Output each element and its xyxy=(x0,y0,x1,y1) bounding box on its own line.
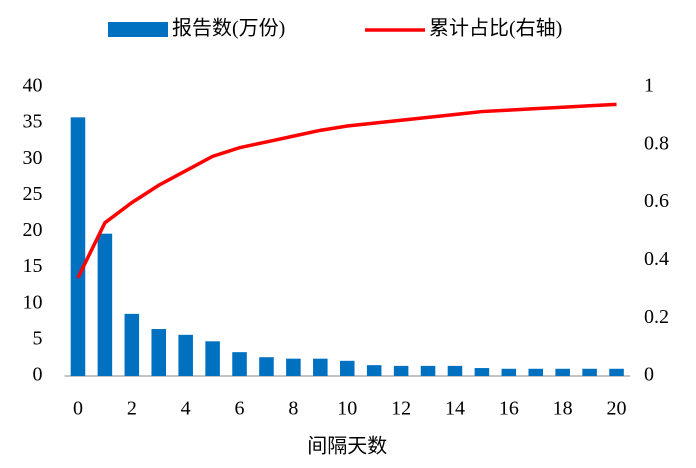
bar xyxy=(232,352,247,376)
bar xyxy=(151,329,167,376)
bar xyxy=(339,360,355,376)
y-tick-label: 40 xyxy=(23,75,43,97)
y-tick-label: 10 xyxy=(23,291,43,313)
line xyxy=(76,102,617,279)
x-tick-label: 4 xyxy=(181,398,191,420)
bar xyxy=(205,341,220,376)
x-tick-label: 14 xyxy=(445,398,465,420)
bar xyxy=(528,368,544,376)
y2-tick-label: 0.8 xyxy=(644,132,669,154)
x-tick-label: 0 xyxy=(73,398,83,420)
x-tick-label: 2 xyxy=(127,398,137,420)
bar xyxy=(259,357,274,376)
x-tick-label: 10 xyxy=(337,398,357,420)
x-tick-label: 12 xyxy=(391,398,411,420)
bar xyxy=(609,368,624,376)
bar xyxy=(366,365,382,376)
bar xyxy=(420,365,436,376)
y-tick-label: 35 xyxy=(23,111,43,133)
y-tick-label: 15 xyxy=(23,255,43,277)
bar xyxy=(555,368,570,376)
legend-label: 报告数(万份) xyxy=(172,17,285,40)
y-tick-label: 25 xyxy=(23,183,43,205)
bar xyxy=(70,117,86,376)
x-tick-label: 20 xyxy=(607,398,627,420)
bar xyxy=(582,368,597,376)
y-tick-label: 20 xyxy=(23,219,43,241)
y2-tick-label: 0.6 xyxy=(644,190,669,212)
y2-tick-label: 0 xyxy=(644,364,654,386)
y-tick-label: 5 xyxy=(33,327,43,349)
x-tick-label: 8 xyxy=(288,398,298,420)
y-tick-label: 0 xyxy=(33,364,43,386)
legend-swatch xyxy=(108,22,168,37)
x-tick-label: 16 xyxy=(499,398,519,420)
bar xyxy=(501,368,517,376)
bar xyxy=(124,313,140,376)
bar xyxy=(97,233,113,376)
x-tick-label: 6 xyxy=(235,398,245,420)
y-tick-label: 30 xyxy=(23,147,43,169)
x-axis-title: 间隔天数 xyxy=(307,435,387,458)
legend-label: 累计占比(右轴) xyxy=(429,17,562,40)
y2-tick-label: 1 xyxy=(644,75,654,97)
bar xyxy=(447,365,463,376)
bar xyxy=(474,368,490,376)
bar xyxy=(393,365,409,376)
y2-tick-label: 0.4 xyxy=(644,248,669,270)
x-tick-label: 18 xyxy=(553,398,573,420)
bar xyxy=(286,358,301,376)
bar xyxy=(178,334,193,376)
y2-tick-label: 0.2 xyxy=(644,306,669,328)
bar xyxy=(313,358,328,376)
